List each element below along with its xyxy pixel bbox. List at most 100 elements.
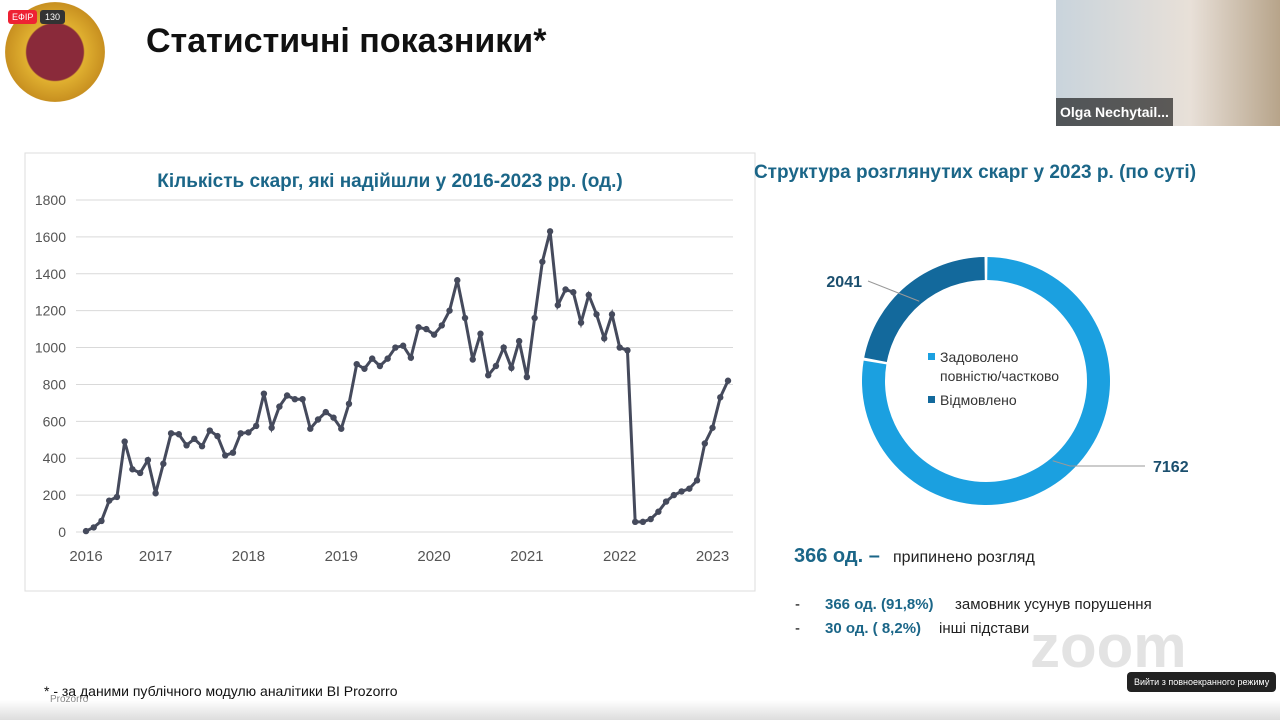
point [283,392,291,399]
point [361,365,368,372]
point [307,425,314,432]
point [237,430,244,437]
live-badge: ЕФІР [8,10,38,24]
point [276,403,283,410]
point [175,431,183,438]
point [701,440,708,447]
leader-line [1052,460,1145,467]
point [693,477,701,484]
point [539,258,546,265]
point [523,373,531,381]
chart-frame [24,152,756,592]
point [98,517,105,525]
point [461,314,469,322]
y-tick-label: 400 [43,450,67,466]
point [554,301,562,309]
point [82,527,90,535]
y-tick-label: 1600 [35,229,66,245]
bullet-amount: 366 од. (91,8%) [825,596,934,613]
zoom-logo: zoom [1030,613,1187,680]
point [585,291,592,299]
point [454,277,461,284]
point [384,355,391,362]
point [678,488,685,495]
point [183,442,190,449]
point [570,289,577,296]
point [724,377,732,384]
point [399,342,407,349]
point [515,337,523,345]
point [160,460,167,467]
point [492,362,500,370]
point [113,493,121,501]
prozorro-label: Prozorro [50,694,89,705]
point [206,427,213,434]
point [353,360,360,368]
point [500,344,507,351]
point [90,524,97,531]
point [252,422,260,430]
point [314,416,322,423]
point [662,498,670,505]
point [245,429,252,436]
point [330,414,337,421]
point [686,485,693,492]
point [430,331,438,338]
x-tick-label: 2019 [325,548,358,565]
point [338,425,345,432]
x-tick-label: 2018 [232,548,265,565]
x-tick-label: 2020 [417,548,450,565]
point [415,324,422,331]
legend-label: Задоволено повністю/частково [940,349,1059,384]
point [260,390,268,397]
exit-tooltip[interactable]: Вийти з повноекранного режиму [1127,672,1277,692]
data-label: 2041 [826,274,862,291]
point [121,438,128,445]
leader-line [867,280,920,302]
point [222,452,229,459]
point [446,307,453,314]
point [562,286,569,293]
point [167,430,175,437]
point [144,456,152,464]
point [268,424,275,431]
y-tick-label: 0 [58,524,66,540]
legend-label: Відмовлено [940,392,1017,408]
point [469,356,476,363]
x-tick-label: 2023 [696,548,729,565]
bullet-dash: - [795,620,800,637]
viewers: 130 [40,10,66,24]
point [392,344,399,351]
point [191,435,198,443]
point [647,515,654,523]
y-tick-label: 800 [43,376,67,392]
data-label: 7162 [1153,459,1189,476]
y-tick-label: 1800 [35,192,66,208]
point [531,314,538,322]
x-tick-label: 2016 [69,548,102,565]
x-tick-label: 2022 [603,548,636,565]
x-tick-label: 2021 [510,548,543,565]
bullet-dash: - [795,596,800,613]
donut-title: Структура розглянутих скарг у 2023 р. (п… [754,162,1196,183]
slide-title: Статистичні показники* [146,22,547,60]
point [639,518,647,526]
point [299,396,306,403]
point [291,396,299,403]
point [670,491,678,499]
legend-swatch [928,396,935,403]
point [631,518,639,526]
bullet-text: інші підстави [939,620,1030,637]
point [214,432,221,440]
point [152,490,159,497]
point [601,335,608,342]
point [616,344,623,351]
point [136,469,144,477]
participant-name: Olga Nechytail... [1056,98,1173,126]
y-tick-label: 1200 [35,303,66,319]
summary-number: 366 од. – [794,545,880,567]
bullet-amount: 30 од. ( 8,2%) [825,620,922,637]
point [407,354,415,361]
y-tick-label: 1400 [35,266,66,282]
